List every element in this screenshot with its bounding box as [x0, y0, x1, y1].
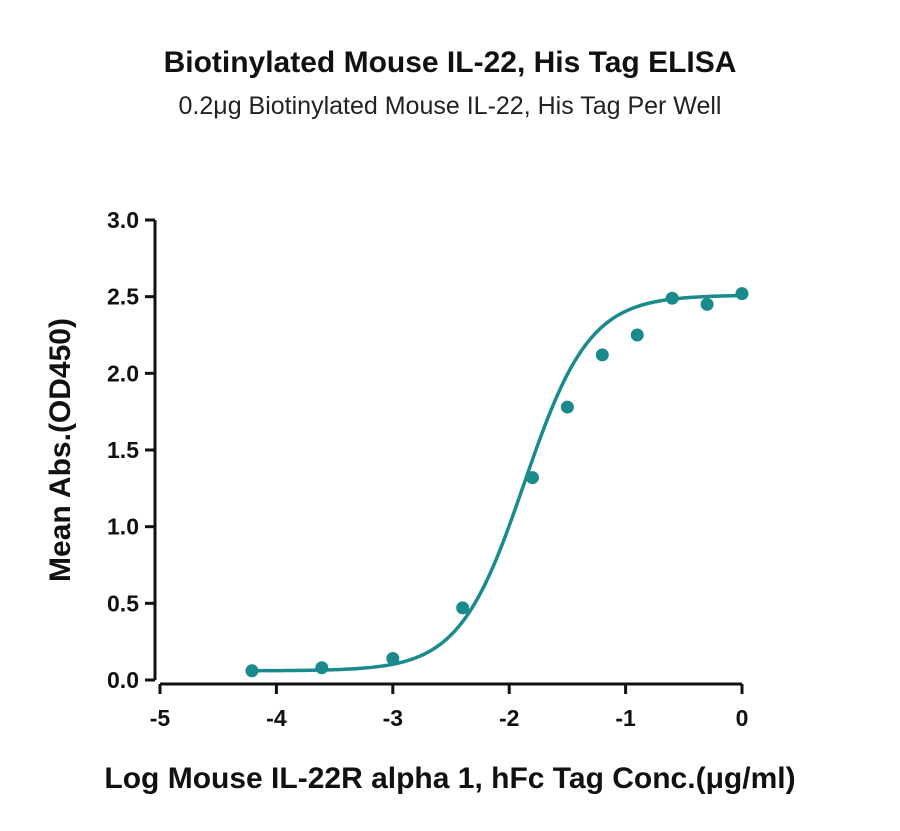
data-point	[315, 661, 329, 675]
x-tick-label: 0	[736, 705, 749, 731]
x-tick-label: -4	[266, 705, 287, 731]
data-point	[595, 348, 609, 362]
fit-curve	[251, 293, 743, 673]
chart-title: Biotinylated Mouse IL-22, His Tag ELISA	[164, 46, 737, 79]
x-tick-label: -3	[383, 705, 403, 731]
data-point	[456, 601, 470, 615]
x-tick-label: -1	[615, 705, 636, 731]
data-point	[245, 664, 259, 678]
x-tick-label: -2	[499, 705, 519, 731]
data-point	[525, 471, 539, 485]
data-point	[735, 287, 749, 301]
y-tick-label: 1.5	[107, 437, 139, 463]
data-points-layer	[245, 287, 749, 678]
y-tick-label: 2.0	[107, 360, 139, 386]
fit-curve-layer	[251, 293, 743, 673]
y-tick-label: 1.0	[107, 514, 139, 540]
y-tick-label: 2.5	[107, 284, 139, 310]
y-axis-label: Mean Abs.(OD450)	[44, 318, 77, 582]
axes: 0.0 0.5 1.0 1.5 2.0 2.5 3.0 -5 -4 -3 -2 -1 0	[107, 207, 748, 731]
data-point	[665, 291, 679, 305]
data-point	[700, 297, 714, 311]
chart-subtitle: 0.2μg Biotinylated Mouse IL-22, His Tag …	[179, 92, 722, 120]
x-tick-label: -5	[150, 705, 171, 731]
data-point	[630, 328, 644, 342]
x-axis-label: Log Mouse IL-22R alpha 1, hFc Tag Conc.(…	[104, 762, 795, 795]
y-tick-label: 3.0	[107, 207, 139, 233]
data-point	[386, 652, 400, 666]
y-tick-label: 0.5	[107, 590, 139, 616]
y-tick-label: 0.0	[107, 667, 139, 693]
data-point	[560, 400, 574, 414]
